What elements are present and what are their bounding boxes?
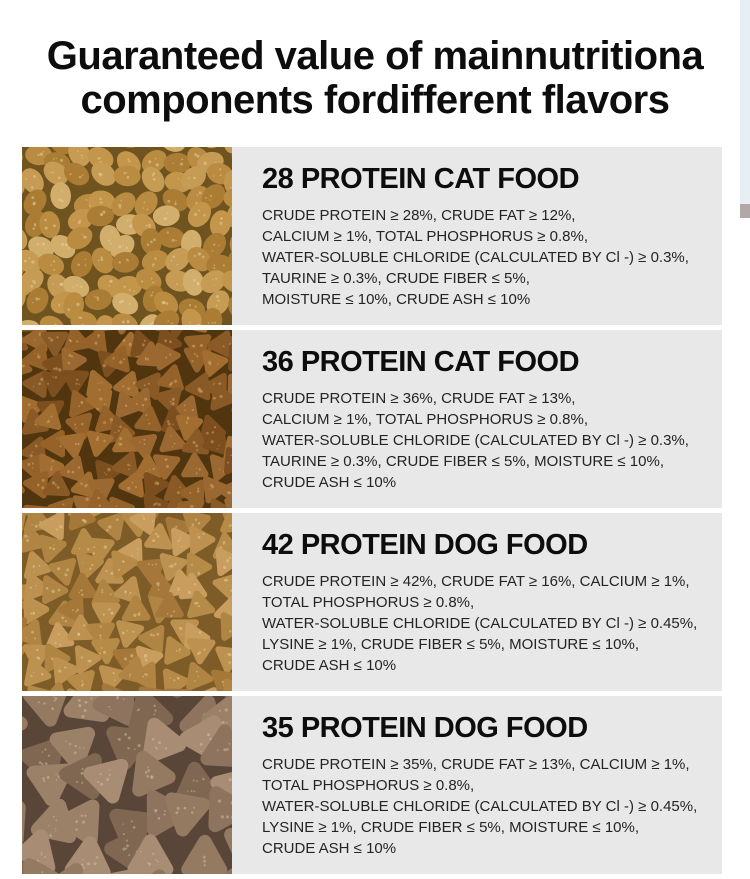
- nutrition-line: TOTAL PHOSPHORUS ≥ 0.8%,: [262, 775, 704, 796]
- nutrition-text: CRUDE PROTEIN ≥ 42%, CRUDE FAT ≥ 16%, CA…: [262, 571, 704, 676]
- cat-food-36-kibble-photo: [22, 330, 232, 508]
- nutrition-text: CRUDE PROTEIN ≥ 35%, CRUDE FAT ≥ 13%, CA…: [262, 754, 704, 859]
- nutrition-panel: 36 PROTEIN CAT FOOD CRUDE PROTEIN ≥ 36%,…: [232, 330, 722, 508]
- nutrition-text: CRUDE PROTEIN ≥ 28%, CRUDE FAT ≥ 12%, CA…: [262, 205, 704, 310]
- nutrition-line: CRUDE PROTEIN ≥ 35%, CRUDE FAT ≥ 13%, CA…: [262, 754, 704, 775]
- product-heading: 36 PROTEIN CAT FOOD: [262, 346, 704, 379]
- cat-food-28-kibble-photo: [22, 147, 232, 325]
- product-heading: 28 PROTEIN CAT FOOD: [262, 163, 704, 196]
- nutrition-line: CRUDE ASH ≤ 10%: [262, 838, 704, 859]
- nutrition-panel: 28 PROTEIN CAT FOOD CRUDE PROTEIN ≥ 28%,…: [232, 147, 722, 325]
- nutrition-line: MOISTURE ≤ 10%, CRUDE ASH ≤ 10%: [262, 289, 704, 310]
- nutrition-line: CRUDE PROTEIN ≥ 42%, CRUDE FAT ≥ 16%, CA…: [262, 571, 704, 592]
- section-28-protein-cat-food: 28 PROTEIN CAT FOOD CRUDE PROTEIN ≥ 28%,…: [22, 147, 722, 325]
- product-heading: 42 PROTEIN DOG FOOD: [262, 529, 704, 562]
- nutrition-line: TAURINE ≥ 0.3%, CRUDE FIBER ≤ 5%,: [262, 268, 704, 289]
- nutrition-line: CALCIUM ≥ 1%, TOTAL PHOSPHORUS ≥ 0.8%,: [262, 226, 704, 247]
- nutrition-line: WATER-SOLUBLE CHLORIDE (CALCULATED BY Cl…: [262, 247, 704, 268]
- page-title-line-2: components fordifferent flavors: [0, 78, 750, 122]
- section-42-protein-dog-food: 42 PROTEIN DOG FOOD CRUDE PROTEIN ≥ 42%,…: [22, 513, 722, 691]
- nutrition-text: CRUDE PROTEIN ≥ 36%, CRUDE FAT ≥ 13%, CA…: [262, 388, 704, 493]
- nutrition-line: LYSINE ≥ 1%, CRUDE FIBER ≤ 5%, MOISTURE …: [262, 634, 704, 655]
- nutrition-line: CRUDE ASH ≤ 10%: [262, 655, 704, 676]
- nutrition-line: CALCIUM ≥ 1%, TOTAL PHOSPHORUS ≥ 0.8%,: [262, 409, 704, 430]
- dog-food-42-kibble-photo: [22, 513, 232, 691]
- scrollbar-thumb[interactable]: [740, 204, 750, 218]
- section-35-protein-dog-food: 35 PROTEIN DOG FOOD CRUDE PROTEIN ≥ 35%,…: [22, 696, 722, 874]
- nutrition-line: CRUDE PROTEIN ≥ 28%, CRUDE FAT ≥ 12%,: [262, 205, 704, 226]
- nutrition-line: WATER-SOLUBLE CHLORIDE (CALCULATED BY Cl…: [262, 613, 704, 634]
- nutrition-line: LYSINE ≥ 1%, CRUDE FIBER ≤ 5%, MOISTURE …: [262, 817, 704, 838]
- nutrition-line: CRUDE ASH ≤ 10%: [262, 472, 704, 493]
- nutrition-line: WATER-SOLUBLE CHLORIDE (CALCULATED BY Cl…: [262, 430, 704, 451]
- page-title-line-1: Guaranteed value of mainnutritiona: [0, 34, 750, 78]
- scrollbar-track[interactable]: [740, 0, 750, 204]
- nutrition-line: WATER-SOLUBLE CHLORIDE (CALCULATED BY Cl…: [262, 796, 704, 817]
- nutrition-line: TAURINE ≥ 0.3%, CRUDE FIBER ≤ 5%, MOISTU…: [262, 451, 704, 472]
- section-36-protein-cat-food: 36 PROTEIN CAT FOOD CRUDE PROTEIN ≥ 36%,…: [22, 330, 722, 508]
- nutrition-panel: 35 PROTEIN DOG FOOD CRUDE PROTEIN ≥ 35%,…: [232, 696, 722, 874]
- product-sections-list: 28 PROTEIN CAT FOOD CRUDE PROTEIN ≥ 28%,…: [22, 147, 722, 879]
- product-heading: 35 PROTEIN DOG FOOD: [262, 712, 704, 745]
- nutrition-line: CRUDE PROTEIN ≥ 36%, CRUDE FAT ≥ 13%,: [262, 388, 704, 409]
- nutrition-line: TOTAL PHOSPHORUS ≥ 0.8%,: [262, 592, 704, 613]
- dog-food-35-kibble-photo: [22, 696, 232, 874]
- nutrition-panel: 42 PROTEIN DOG FOOD CRUDE PROTEIN ≥ 42%,…: [232, 513, 722, 691]
- page-title: Guaranteed value of mainnutritiona compo…: [0, 0, 750, 122]
